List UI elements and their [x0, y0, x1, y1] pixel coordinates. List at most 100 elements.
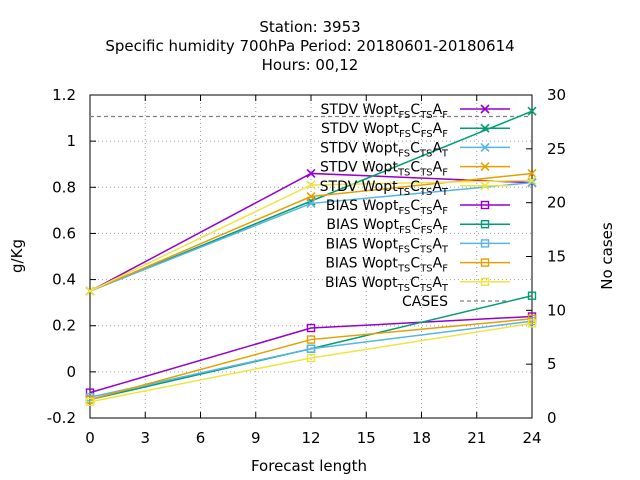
legend-label-subscript: TS	[397, 168, 410, 179]
legend-marker	[480, 162, 490, 172]
x-tick-label: 6	[196, 429, 206, 447]
data-point	[527, 314, 537, 323]
legend-label-subscript: F	[442, 110, 448, 121]
legend-label-letter: C	[410, 179, 420, 195]
legend-marker	[480, 104, 490, 114]
legend-label-subscript: TS	[397, 187, 410, 198]
marker-stroke	[306, 180, 316, 190]
y2-axis-label: No cases	[598, 222, 616, 290]
y2-tick-label: 0	[547, 409, 557, 427]
legend-label: BIAS WoptFSCTSAF	[326, 198, 448, 217]
legend-marker	[480, 258, 490, 267]
legend-label-letter: C	[410, 236, 420, 252]
series-4	[85, 168, 537, 296]
x-tick-label: 3	[140, 429, 150, 447]
y2-tick-label: 15	[547, 248, 566, 266]
legend-label-subscript: F	[442, 129, 448, 140]
legend-label: STDV WoptTSCTSAF	[320, 160, 448, 179]
data-point	[527, 106, 537, 116]
marker-stroke	[480, 162, 490, 172]
data-point	[306, 198, 316, 209]
legend-label-letter: C	[410, 198, 420, 214]
y2-tick-label: 30	[547, 86, 566, 104]
legend-label: STDV WoptTSCTSAT	[320, 179, 449, 198]
legend-label-subscript: TS	[419, 244, 432, 255]
legend-marker	[480, 239, 490, 248]
series-line	[89, 315, 533, 394]
marker-stroke	[480, 104, 490, 114]
legend-label-letter: C	[410, 140, 420, 156]
x-axis-ticks: 0 3 6 9 12 15 18 21 24	[85, 95, 542, 447]
legend-label-subscript: F	[442, 206, 448, 217]
y-axis-label: g/Kg	[8, 239, 26, 273]
title-line: Specific humidity 700hPa Period: 2018060…	[105, 37, 514, 55]
legend-label-letter: C	[410, 160, 420, 176]
legend-label-subscript: TS	[419, 148, 432, 159]
legend-label-subscript: FS	[421, 225, 433, 236]
data-point	[85, 397, 95, 407]
title-line: Hours: 00,12	[262, 56, 359, 74]
legend-label: STDV WoptFSCFSAF	[321, 121, 448, 140]
data-point	[306, 353, 316, 363]
legend-label-base: STDV Wopt	[320, 140, 398, 156]
legend-label-letter: A	[433, 217, 443, 233]
legend-label-subscript: TS	[419, 110, 432, 121]
y-tick-label: 0.2	[52, 317, 76, 335]
legend-label-base: BIAS Wopt	[326, 217, 399, 233]
data-point	[306, 335, 316, 344]
legend-label-base: STDV Wopt	[321, 102, 399, 118]
legend-label-letter: C	[410, 256, 420, 272]
legend-label-subscript: TS	[419, 283, 432, 294]
legend-label-subscript: T	[441, 148, 449, 159]
legend-label: BIAS WoptFSCTSAT	[326, 236, 449, 255]
legend-label-subscript: T	[441, 283, 449, 294]
y-tick-label: 0.4	[52, 271, 76, 289]
legend-label: BIAS WoptFSCFSAF	[326, 217, 448, 236]
legend-label-subscript: TS	[397, 264, 410, 275]
data-point	[527, 291, 537, 300]
legend-label-subscript: T	[441, 244, 449, 255]
legend-label-letter: A	[432, 275, 442, 291]
y-tick-label: 0	[66, 363, 76, 381]
y2-axis-ticks: 0 5 10 15 20 25 30	[526, 86, 566, 427]
legend-label-letter: A	[432, 179, 442, 195]
legend-entry: BIAS WoptTSCTSAT	[325, 275, 510, 294]
y-tick-label: 1	[66, 132, 76, 150]
legend-entry: STDV WoptTSCTSAF	[320, 160, 510, 179]
legend-entry: STDV WoptTSCTSAT	[320, 179, 510, 198]
legend-label-subscript: FS	[398, 110, 410, 121]
y-tick-label: 0.6	[52, 224, 76, 242]
legend-marker	[480, 200, 490, 210]
legend-label-subscript: TS	[419, 187, 432, 198]
legend-label-base: STDV Wopt	[320, 160, 398, 176]
legend-label-subscript: FS	[398, 244, 410, 255]
marker-stroke	[480, 181, 490, 191]
marker-stroke	[527, 178, 537, 188]
series-group	[85, 106, 537, 407]
series-10	[85, 319, 537, 407]
x-tick-label: 12	[301, 429, 320, 447]
legend-label: BIAS WoptTSCTSAT	[325, 275, 449, 294]
marker-stroke	[527, 175, 537, 185]
legend-entry: BIAS WoptTSCTSAF	[325, 256, 510, 275]
series-line	[89, 320, 533, 398]
legend-marker	[480, 277, 490, 286]
legend-label-base: BIAS Wopt	[326, 236, 399, 252]
legend-entry: CASES	[402, 294, 510, 310]
legend-label-subscript: FS	[398, 206, 410, 217]
legend-label-letter: A	[433, 256, 443, 272]
legend-label-subscript: FS	[398, 148, 410, 159]
legend-label-subscript: FS	[399, 225, 411, 236]
marker-stroke	[306, 191, 316, 202]
legend-entry: STDV WoptFSCTSAF	[321, 102, 510, 121]
legend-label: STDV WoptFSCTSAF	[321, 102, 449, 121]
series-line	[89, 318, 533, 401]
legend-entry: BIAS WoptFSCTSAT	[326, 236, 510, 255]
legend-label-subscript: TS	[419, 264, 432, 275]
legend-label-letter: A	[433, 198, 443, 214]
legend-label-letter: A	[432, 236, 442, 252]
x-tick-label: 15	[357, 429, 376, 447]
y2-tick-label: 5	[547, 355, 557, 373]
